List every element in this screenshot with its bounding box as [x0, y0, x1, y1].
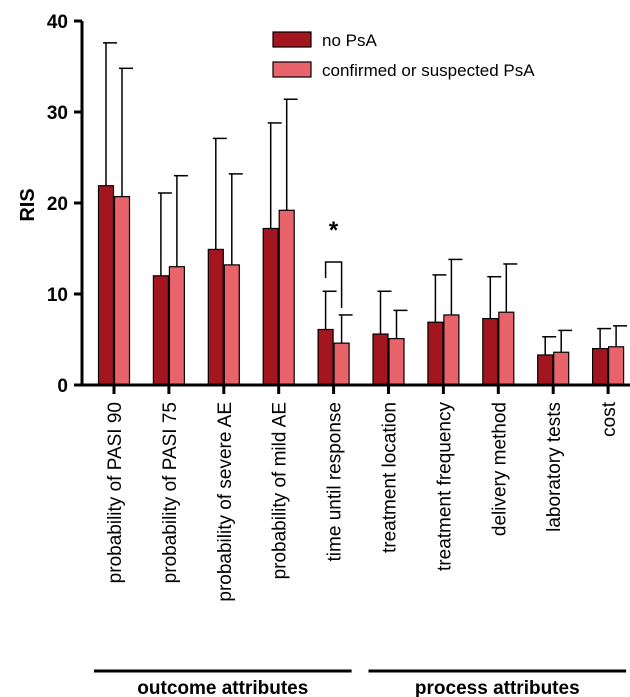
bar-psa: [388, 337, 405, 386]
bars-layer: [97, 42, 628, 386]
x-tick-label: delivery method: [489, 402, 510, 536]
legend-swatch: [272, 61, 312, 78]
group-brackets: outcome attributes process attributes: [94, 669, 627, 697]
y-tick-label: 40: [47, 12, 68, 33]
bar-no-psa: [152, 275, 169, 386]
x-tick-label: probability of PASI 75: [160, 402, 181, 583]
y-tick-label: 30: [47, 103, 68, 124]
legend-label: confirmed or suspected PsA: [322, 61, 535, 80]
bar-psa: [333, 342, 350, 386]
group-label: process attributes: [415, 678, 580, 697]
y-tick-label: 0: [57, 376, 68, 397]
y-tick-label: 20: [47, 194, 68, 215]
bar-psa: [278, 209, 295, 386]
bar-no-psa: [427, 321, 444, 386]
axes-layer: [74, 19, 630, 394]
bar-psa: [607, 346, 625, 386]
bar-psa: [168, 266, 185, 386]
y-axis-label: RIS: [17, 188, 39, 221]
group-label: outcome attributes: [137, 678, 308, 697]
significance-bracket: [324, 261, 343, 308]
bar-no-psa: [207, 248, 224, 386]
x-tick-label: probability of severe AE: [215, 402, 236, 602]
legend-label: no PsA: [322, 31, 377, 50]
legend: no PsA confirmed or suspected PsA: [272, 31, 535, 80]
bar-psa: [553, 351, 570, 386]
x-tick-label: probability of mild AE: [270, 402, 291, 579]
legend-swatch: [272, 31, 312, 48]
bar-psa: [223, 264, 240, 386]
x-tick-label: cost: [599, 401, 620, 437]
bar-no-psa: [537, 354, 554, 386]
bar-no-psa: [372, 333, 389, 386]
significance-marker: *: [329, 217, 339, 244]
bar-psa: [443, 314, 460, 386]
x-tick-label: treatment location: [380, 402, 401, 553]
y-tick-label: 10: [47, 285, 68, 306]
x-tick-label: time until response: [325, 402, 346, 561]
x-tick-label: treatment frequency: [434, 402, 455, 571]
x-tick-label: probability of PASI 90: [105, 402, 126, 583]
bar-no-psa: [262, 227, 279, 386]
bar-no-psa: [482, 317, 499, 386]
labels-layer: * 0 10 20 30 40 RIS probability of PASI 90 proba…: [17, 12, 620, 602]
x-tick-label: laboratory tests: [544, 402, 565, 532]
bar-no-psa: [317, 328, 334, 386]
bar-no-psa: [591, 348, 609, 386]
bar-no-psa: [97, 185, 115, 386]
bar-psa: [498, 311, 515, 386]
bar-psa: [113, 196, 131, 386]
